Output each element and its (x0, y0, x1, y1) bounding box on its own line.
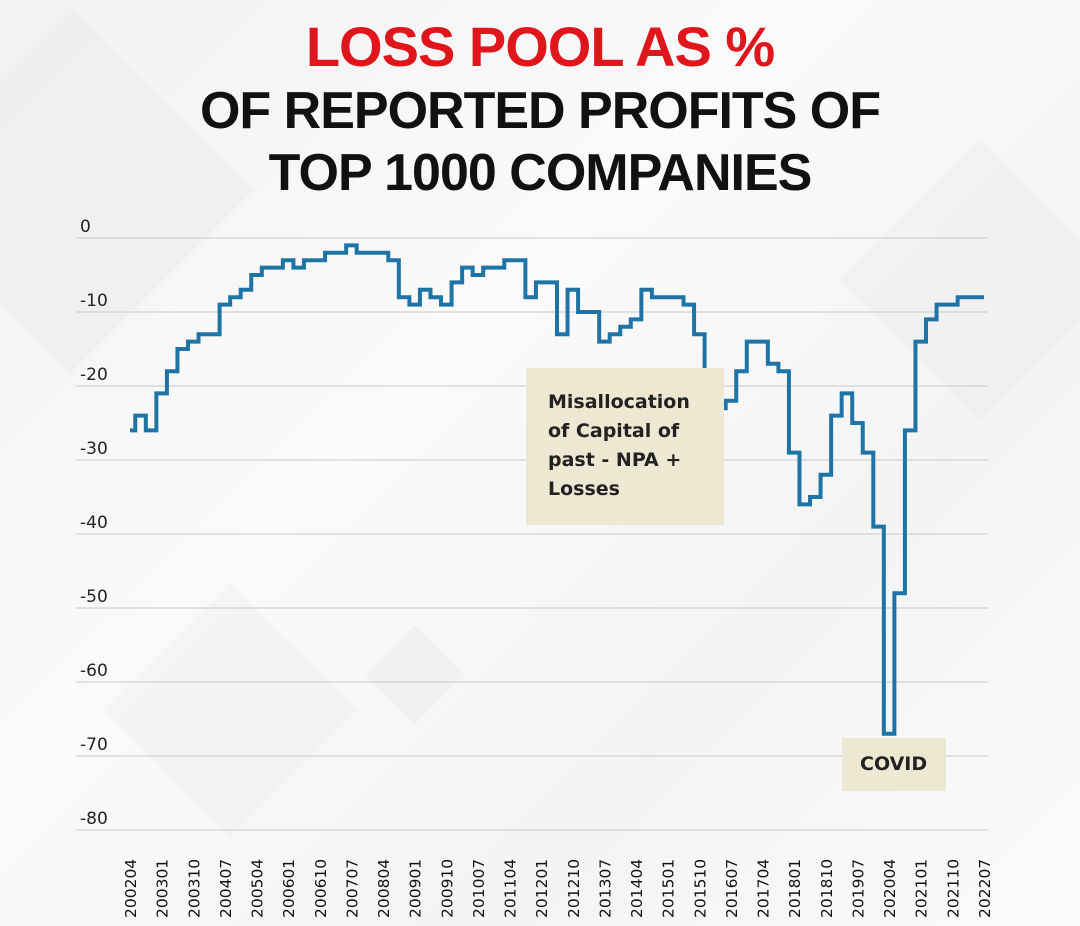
x-tick-label: 202110 (944, 859, 962, 918)
x-tick-label: 200204 (122, 859, 140, 918)
x-tick-label: 200804 (375, 859, 393, 918)
x-tick-label: 202004 (881, 859, 899, 918)
y-tick-label: -10 (80, 291, 108, 311)
x-tick-label: 200310 (185, 859, 203, 918)
x-tick-label: 201201 (533, 859, 551, 918)
title-line-3: TOP 1000 COMPANIES (268, 144, 813, 202)
x-tick-label: 201404 (628, 859, 646, 918)
y-axis-ticks: 0 -10 -20 -30 -40 -50 -60 -70 -80 (80, 217, 108, 829)
y-tick-label: -50 (80, 587, 108, 607)
x-tick-label: 200910 (438, 859, 456, 918)
x-tick-label: 201810 (818, 859, 836, 918)
y-tick-label: -80 (80, 809, 108, 829)
y-tick-label: -20 (80, 365, 108, 385)
npa-annotation: Misallocation of Capital of past - NPA +… (526, 368, 724, 525)
x-axis-ticks: 200204 200301 200310 200407 200504 200601 2006… (122, 859, 994, 918)
x-tick-label: 201907 (849, 859, 867, 918)
x-tick-label: 200707 (343, 859, 361, 918)
covid-annotation: COVID (842, 738, 946, 791)
chart-title: LOSS POOL AS % OF REPORTED PROFITS OF TO… (0, 14, 1080, 204)
x-tick-label: 202207 (976, 859, 994, 918)
x-tick-label: 201501 (660, 859, 678, 918)
x-tick-label: 201607 (723, 859, 741, 918)
x-tick-label: 201801 (786, 859, 804, 918)
x-tick-label: 201510 (691, 859, 709, 918)
x-tick-label: 201007 (470, 859, 488, 918)
x-tick-label: 201104 (502, 859, 520, 918)
y-tick-label: -30 (80, 439, 108, 459)
y-tick-label: 0 (80, 217, 91, 237)
x-tick-label: 200301 (154, 859, 172, 918)
y-tick-label: -70 (80, 735, 108, 755)
title-line-2: OF REPORTED PROFITS OF (199, 82, 881, 140)
x-tick-label: 200504 (249, 859, 267, 918)
series-line (130, 243, 984, 736)
x-tick-label: 201307 (596, 859, 614, 918)
y-tick-label: -40 (80, 513, 108, 533)
x-tick-label: 202101 (913, 859, 931, 918)
x-tick-label: 200901 (407, 859, 425, 918)
y-tick-label: -60 (80, 661, 108, 681)
x-tick-label: 201210 (565, 859, 583, 918)
x-tick-label: 200610 (312, 859, 330, 918)
x-tick-label: 201704 (755, 859, 773, 918)
x-tick-label: 200407 (217, 859, 235, 918)
x-tick-label: 200601 (280, 859, 298, 918)
title-line-1: LOSS POOL AS % (305, 15, 775, 78)
